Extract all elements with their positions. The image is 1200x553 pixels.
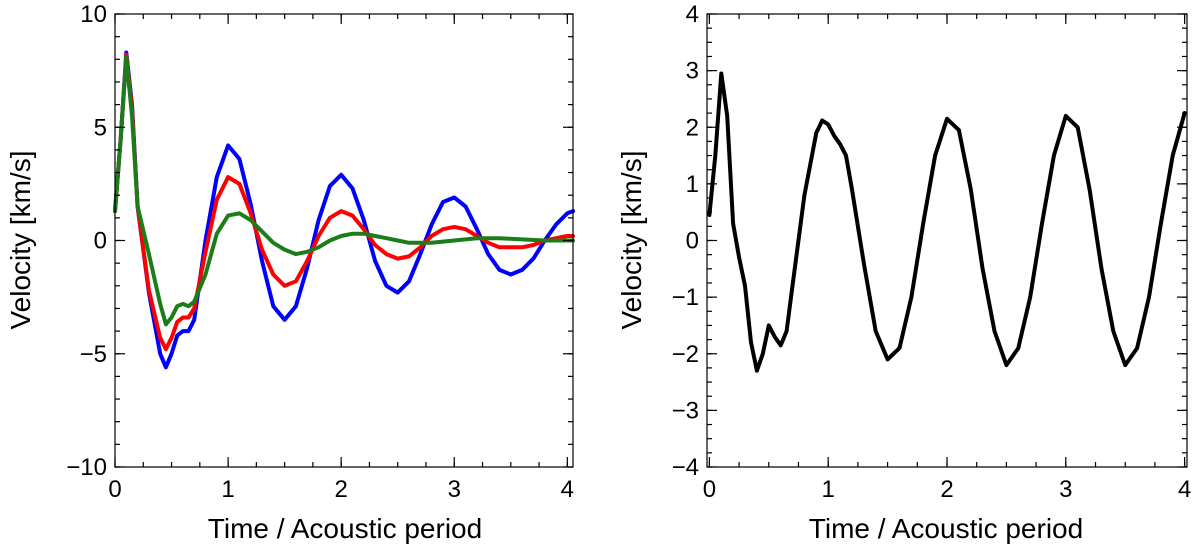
right-x-axis-label: Time / Acoustic period <box>809 513 1083 544</box>
right-y-tick-label: −1 <box>672 284 699 311</box>
right-y-tick-label: 2 <box>686 114 699 141</box>
right-x-tick-label: 0 <box>703 476 716 503</box>
left-x-tick-label: 1 <box>221 476 234 503</box>
right-y-tick-label: 0 <box>686 228 699 255</box>
right-y-tick-label: −3 <box>672 397 699 424</box>
left-series-green <box>113 55 575 327</box>
left-series-blue <box>113 50 575 370</box>
left-y-tick-label: 5 <box>94 114 107 141</box>
right-y-tick-label: 4 <box>686 1 699 28</box>
right-x-tick-label: 4 <box>1178 476 1191 503</box>
left-y-axis-label: Velocity [km/s] <box>5 151 36 330</box>
left-y-tick-label: 0 <box>94 228 107 255</box>
right-plot-frame <box>706 13 1188 468</box>
right-series-black <box>707 71 1187 373</box>
left-plot-frame <box>114 13 574 468</box>
left-y-tick-label: 10 <box>80 1 107 28</box>
left-x-tick-label: 2 <box>334 476 347 503</box>
right-x-tick-label: 1 <box>822 476 835 503</box>
left-y-tick-label: −5 <box>80 341 107 368</box>
left-x-tick-label: 0 <box>108 476 121 503</box>
left-velocity-panel: Time / Acoustic period Velocity [km/s] −… <box>5 1 575 544</box>
right-y-axis-label: Velocity [km/s] <box>616 151 647 330</box>
right-y-tick-label: −2 <box>672 341 699 368</box>
left-y-tick-label: −10 <box>66 454 107 481</box>
right-x-tick-label: 3 <box>1059 476 1072 503</box>
right-y-tick-label: −4 <box>672 454 699 481</box>
left-series-red <box>113 52 575 352</box>
left-x-tick-label: 4 <box>561 476 574 503</box>
right-x-tick-label: 2 <box>940 476 953 503</box>
left-x-axis-label: Time / Acoustic period <box>208 513 482 544</box>
right-velocity-panel: Time / Acoustic period Velocity [km/s] −… <box>616 1 1191 544</box>
left-x-tick-label: 3 <box>448 476 461 503</box>
right-y-tick-label: 3 <box>686 58 699 85</box>
right-y-tick-label: 1 <box>686 171 699 198</box>
